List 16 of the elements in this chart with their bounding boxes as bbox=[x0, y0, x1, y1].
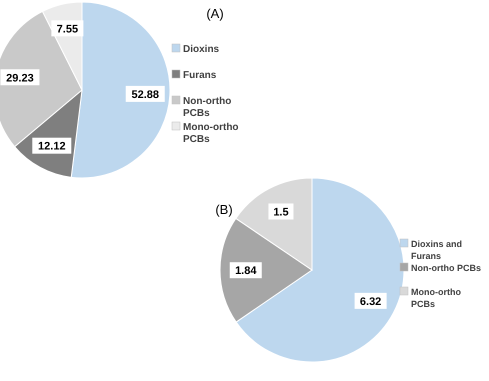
data-label: 12.12 bbox=[38, 140, 66, 153]
data-label: 29.23 bbox=[6, 72, 34, 84]
data-label: 6.32 bbox=[360, 296, 382, 308]
legend-label: Non-ortho PCBs bbox=[183, 96, 232, 119]
data-label: 52.88 bbox=[131, 88, 160, 101]
data-label: 1.5 bbox=[273, 206, 289, 218]
data-label: 1.84 bbox=[235, 265, 258, 278]
text: (B) bbox=[215, 202, 233, 217]
legend-label: Non-ortho PCBs bbox=[411, 263, 481, 273]
legend-label: Dioxins bbox=[183, 44, 220, 55]
legend-label: Mono-ortho PCBs bbox=[411, 287, 462, 309]
data-label: 7.55 bbox=[56, 23, 78, 36]
legend-label: Mono-ortho PCBs bbox=[183, 122, 239, 145]
chart-title: (A) bbox=[206, 6, 224, 21]
legend-label: Dioxins and Furans bbox=[411, 239, 462, 261]
legend-label: Furans bbox=[183, 70, 217, 81]
